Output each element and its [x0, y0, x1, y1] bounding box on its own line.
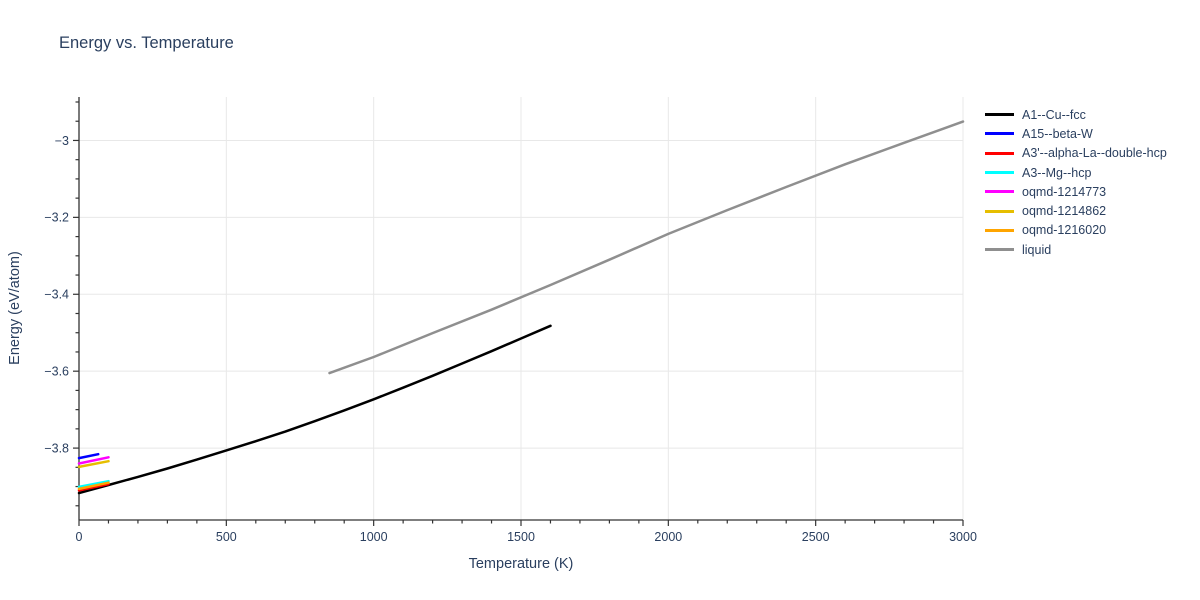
y-tick-label: −3 [55, 134, 69, 148]
legend-label: oqmd-1214862 [1022, 204, 1107, 219]
series-line-a15-beta-w [77, 452, 100, 460]
series-line-a3-alpha-la-double-hcp [77, 482, 110, 492]
series-line-liquid [328, 120, 965, 375]
x-tick-label: 2500 [802, 530, 830, 544]
y-axis-title: Energy (eV/atom) [7, 251, 23, 365]
series-line-a3-mg-hcp [77, 479, 110, 489]
chart-title: Energy vs. Temperature [59, 34, 234, 52]
legend-swatch-icon [985, 132, 1014, 136]
y-tick-label: −3.8 [44, 441, 69, 455]
series-line-a1-cu-fcc [77, 324, 552, 495]
legend-item-oqmd-1214862[interactable]: oqmd-1214862 [985, 201, 1167, 220]
legend-swatch-icon [985, 209, 1014, 213]
legend-label: A1--Cu--fcc [1022, 107, 1086, 122]
legend-swatch-icon [985, 151, 1014, 155]
legend-label: A15--beta-W [1022, 126, 1093, 141]
legend-label: A3'--alpha-La--double-hcp [1022, 146, 1167, 161]
legend-label: oqmd-1216020 [1022, 223, 1107, 238]
series-line-oqmd-1214862 [77, 459, 110, 469]
legend-swatch-icon [985, 190, 1014, 194]
legend-item-a1-cu-fcc[interactable]: A1--Cu--fcc [985, 105, 1167, 124]
legend-item-oqmd-1216020[interactable]: oqmd-1216020 [985, 221, 1167, 240]
legend-swatch-icon [985, 171, 1014, 175]
series-line-oqmd-1214773 [77, 456, 110, 465]
series-line-oqmd-1216020 [77, 481, 110, 491]
x-tick-label: 1000 [360, 530, 388, 544]
legend-swatch-icon [985, 228, 1014, 232]
legend: A1--Cu--fcc A15--beta-W A3'--alpha-La--dou… [985, 105, 1167, 259]
legend-item-a15-beta-w[interactable]: A15--beta-W [985, 124, 1167, 143]
y-tick-label: −3.6 [44, 364, 69, 378]
x-tick-label: 0 [76, 530, 83, 544]
y-tick-label: −3.2 [44, 211, 69, 225]
legend-label: A3--Mg--hcp [1022, 165, 1092, 180]
x-tick-label: 3000 [949, 530, 977, 544]
x-tick-label: 500 [216, 530, 237, 544]
x-tick-label: 1500 [507, 530, 535, 544]
legend-item-a3-alpha-la-double-hcp[interactable]: A3'--alpha-La--double-hcp [985, 144, 1167, 163]
legend-swatch-icon [985, 113, 1014, 117]
x-tick-label: 2000 [654, 530, 682, 544]
legend-swatch-icon [985, 248, 1014, 252]
legend-label: oqmd-1214773 [1022, 184, 1107, 199]
y-tick-label: −3.4 [44, 288, 69, 302]
legend-item-a3-mg-hcp[interactable]: A3--Mg--hcp [985, 163, 1167, 182]
legend-item-liquid[interactable]: liquid [985, 240, 1167, 259]
x-axis-title: Temperature (K) [468, 556, 574, 572]
legend-item-oqmd-1214773[interactable]: oqmd-1214773 [985, 182, 1167, 201]
legend-label: liquid [1022, 242, 1052, 257]
